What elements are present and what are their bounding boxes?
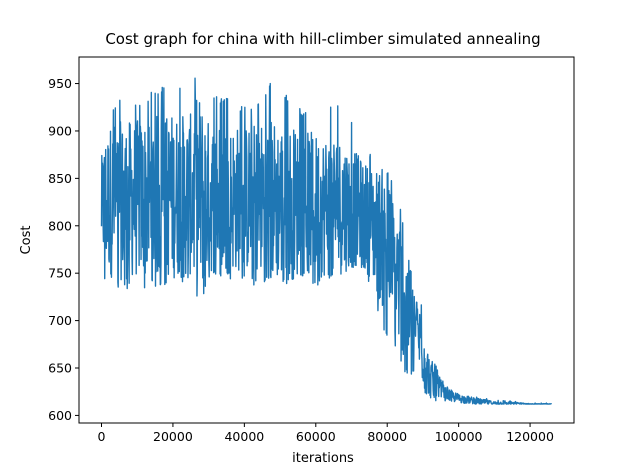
y-tick-label: 750 <box>48 266 72 281</box>
y-tick-label: 950 <box>48 76 72 91</box>
y-tick-label: 600 <box>48 408 72 423</box>
series-layer <box>100 77 553 405</box>
y-tick-label: 650 <box>48 361 72 376</box>
x-tick-label: 120000 <box>506 429 554 444</box>
y-tick-label: 800 <box>48 218 72 233</box>
x-axis: 0 20000 40000 60000 80000 100000 120000 <box>98 423 554 444</box>
y-axis: 600 650 700 750 800 850 900 950 <box>48 76 79 423</box>
y-tick-label: 900 <box>48 123 72 138</box>
x-axis-label: iterations <box>292 451 354 466</box>
cost-series-line <box>100 77 553 405</box>
y-axis-label: Cost <box>19 226 34 255</box>
x-tick-label: 40000 <box>224 429 264 444</box>
chart-title: Cost graph for china with hill-climber s… <box>105 30 540 48</box>
plot-area <box>78 56 575 424</box>
x-tick-label: 100000 <box>435 429 483 444</box>
y-tick-label: 700 <box>48 313 72 328</box>
axes-frame <box>78 56 575 424</box>
y-tick-label: 850 <box>48 171 72 186</box>
x-tick-label: 20000 <box>153 429 193 444</box>
x-tick-label: 80000 <box>367 429 407 444</box>
x-tick-label: 0 <box>98 429 106 444</box>
x-tick-label: 60000 <box>296 429 336 444</box>
